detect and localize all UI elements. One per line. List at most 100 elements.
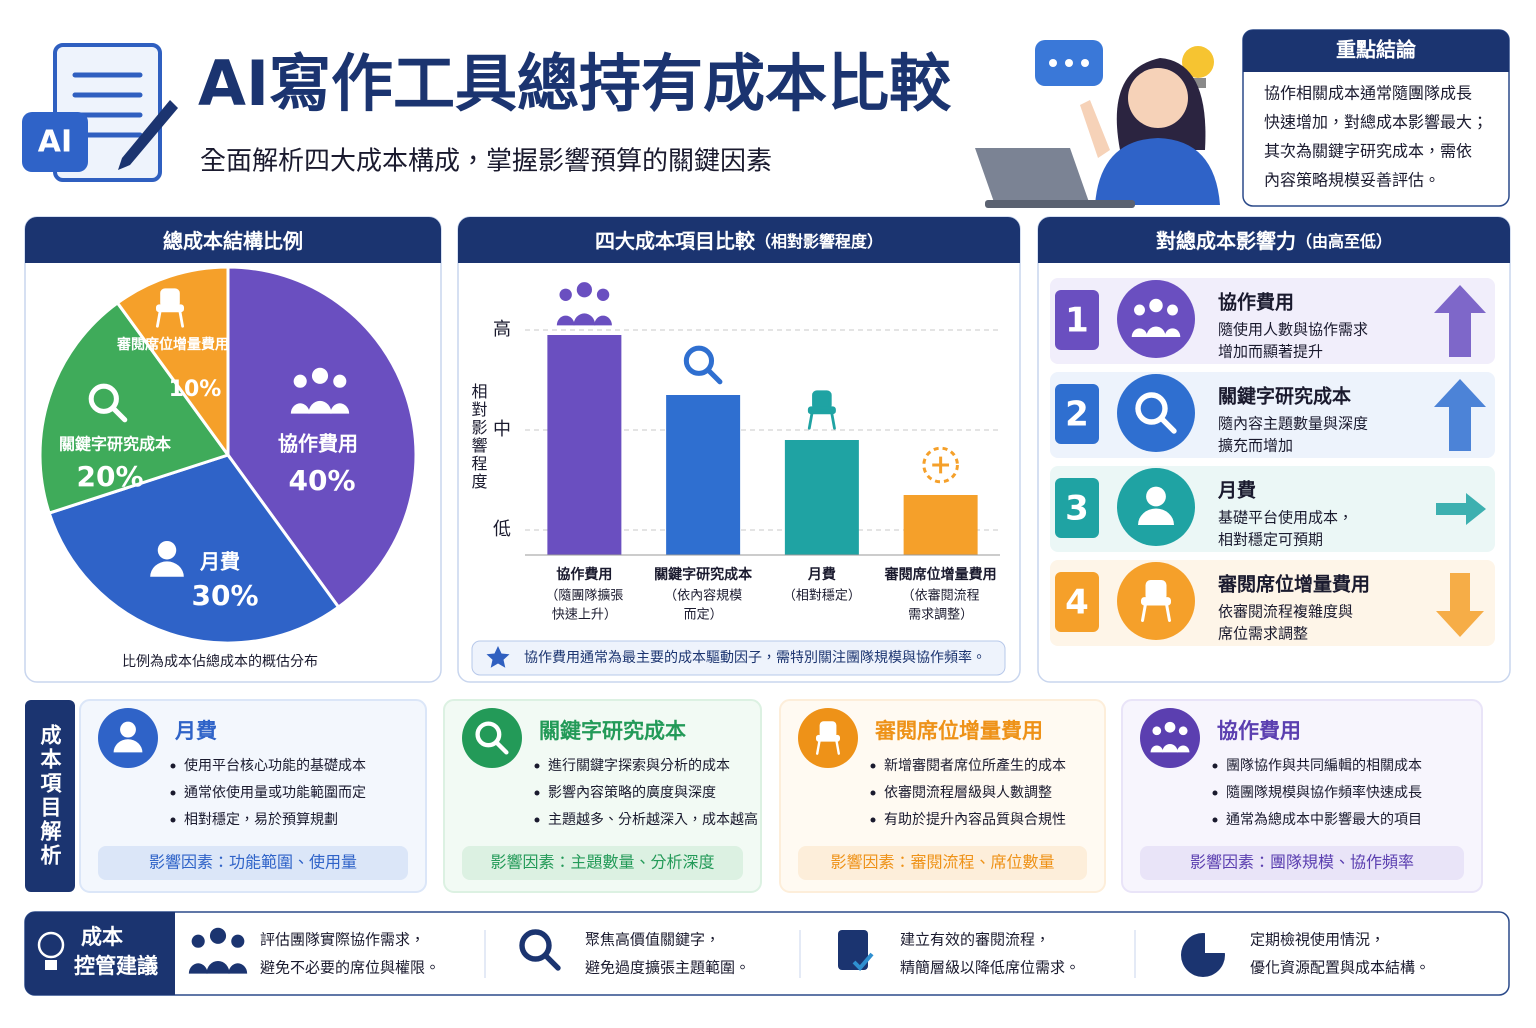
icon-part [683, 345, 715, 376]
tips-icon-check [852, 952, 874, 971]
panel-title-suffix: （相對影響程度） [755, 232, 883, 251]
icon-people [290, 367, 350, 414]
icon-part [293, 374, 307, 388]
rank-icon-bg [1117, 280, 1195, 358]
detail-factors: 影響因素：功能範圍、使用量 [149, 853, 357, 872]
icon-part [542, 952, 561, 971]
icon-part [155, 304, 184, 313]
icon-part [1150, 745, 1164, 753]
icon-part [311, 367, 329, 384]
rank-desc: 擴充而增加 [1218, 437, 1293, 455]
icon-part [1141, 597, 1171, 606]
icon-part [573, 313, 596, 326]
icon-part [330, 403, 350, 414]
x-tick-note: （相對穩定） [783, 589, 861, 604]
detail-bullet: 新增審閱者席位所產生的成本 [884, 757, 1066, 774]
icon-part [188, 963, 208, 974]
icon-magnifier [519, 929, 561, 971]
tip-text: 評估團隊實際協作需求， [260, 931, 425, 949]
icon-part [1178, 726, 1188, 736]
y-tick-label: 高 [493, 319, 511, 340]
icon-part [807, 406, 836, 415]
bullet [534, 763, 540, 769]
bullet [170, 817, 176, 823]
tips-label-box [25, 912, 175, 995]
icon-part [807, 411, 836, 430]
detail-card [443, 699, 762, 893]
icon-part [1145, 580, 1167, 601]
factor-box [462, 846, 743, 880]
icon-person [150, 540, 184, 577]
details-label: 成本項目解析 [38, 723, 63, 868]
icon-part [1135, 392, 1168, 425]
conclusion-line: 內容策略規模妥善評估。 [1264, 171, 1440, 190]
icon-part [576, 282, 592, 298]
rank-arrow [1436, 493, 1486, 525]
tip-text: 精簡層級以降低席位需求。 [900, 959, 1080, 977]
icon-part [120, 721, 136, 738]
icon-people [188, 927, 248, 974]
x-tick-note: 快速上升） [552, 607, 617, 623]
icon-part [1138, 508, 1174, 525]
rank-icon-bg [1117, 468, 1195, 546]
pie-value-label: 10% [169, 377, 222, 402]
title: AI寫作工具總持有成本比較 [198, 47, 952, 120]
bar [784, 440, 859, 555]
icon-part [1134, 304, 1145, 316]
x-tick-note: （依內容規模 [664, 588, 742, 604]
detail-icon-bg [98, 708, 158, 768]
icon-part [209, 927, 227, 944]
conclusion-line: 協作相關成本通常隨團隊成長 [1264, 84, 1472, 103]
rank-badge [1055, 384, 1099, 444]
icon-part [519, 929, 552, 962]
detail-bullet: 通常依使用量或功能範圍而定 [184, 784, 366, 801]
detail-card [779, 699, 1106, 893]
panel-title-main: 對總成本影響力 [1156, 229, 1296, 253]
icon-part [559, 288, 572, 301]
icon-part [816, 734, 841, 742]
icon-part [290, 403, 310, 414]
icon-magnifier [88, 383, 128, 423]
panel-header [1038, 217, 1510, 263]
icon-chair [807, 390, 836, 430]
x-tick-note: （依審閱流程 [902, 589, 980, 604]
icon-part [308, 400, 332, 414]
tips-box [24, 911, 1510, 996]
rank-arrow [1434, 379, 1486, 451]
rank-name: 審閱席位增量費用 [1217, 573, 1370, 596]
icon-person [1138, 486, 1174, 525]
icon-people [556, 282, 612, 326]
detail-bullet: 相對穩定，易於預算規劃 [184, 812, 338, 828]
details-label-box [25, 700, 75, 892]
subtitle: 全面解析四大成本構成，掌握影響預算的關鍵因素 [200, 147, 772, 177]
icon-part [1152, 726, 1162, 736]
icon-part [88, 383, 119, 414]
rank-number: 1 [1065, 301, 1089, 341]
x-tick-label: 關鍵字研究成本 [654, 566, 753, 583]
rank-badge [1055, 478, 1099, 538]
icon-part [932, 456, 950, 474]
detail-bullet: 影響內容策略的廣度與深度 [548, 784, 716, 801]
tips-bulb [37, 931, 65, 959]
star [486, 646, 510, 668]
icon-part [156, 309, 184, 328]
icon-magnifier [1135, 392, 1177, 434]
detail-card [1121, 699, 1483, 893]
bubble-dot [1081, 59, 1089, 67]
icon-magnifier [475, 721, 509, 755]
panel-title-main: 總成本結構比例 [163, 229, 303, 253]
icon-part [1149, 298, 1163, 313]
detail-title: 協作費用 [1217, 719, 1301, 743]
x-tick-note: 而定） [684, 608, 723, 623]
tips-label: 成本 [81, 925, 123, 949]
pie-label: 關鍵字研究成本 [59, 435, 171, 454]
tip-text: 避免不必要的席位與權限。 [260, 959, 440, 977]
icon-part [812, 390, 832, 410]
pen [118, 100, 178, 170]
icon-part [228, 963, 248, 974]
icon-part [1162, 743, 1178, 753]
detail-bullet: 有助於提升內容品質與合規性 [884, 811, 1066, 828]
rank-desc: 席位需求調整 [1218, 625, 1308, 643]
x-tick-note: 需求調整） [908, 608, 973, 623]
x-tick-label: 協作費用 [556, 566, 612, 583]
